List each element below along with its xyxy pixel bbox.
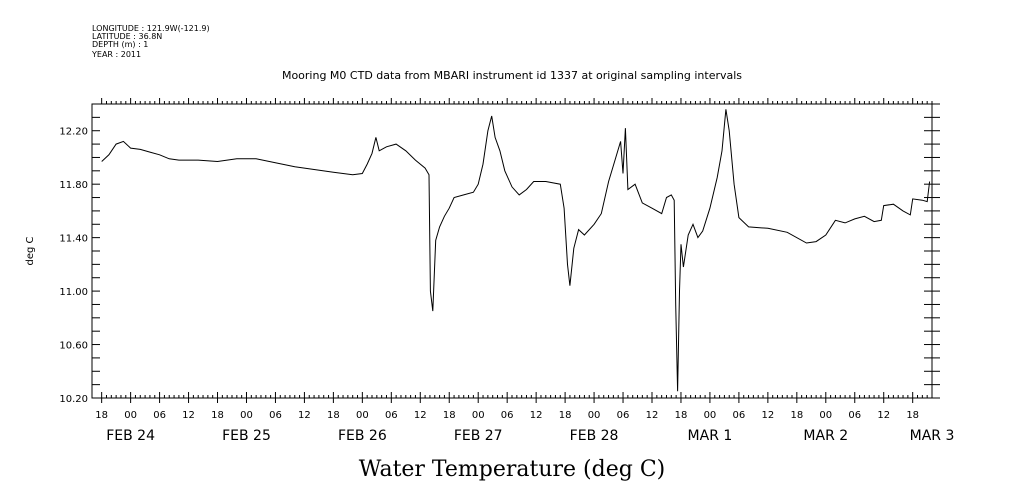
x-hour-label: 00 bbox=[472, 410, 485, 421]
x-hour-label: 06 bbox=[269, 410, 282, 421]
y-axis-tick-labels: 10.20 10.60 11.00 11.40 11.80 12.20 bbox=[59, 127, 88, 405]
x-hour-label: 06 bbox=[848, 410, 861, 421]
y-axis-label: deg C bbox=[25, 236, 36, 265]
x-hour-label: 06 bbox=[153, 410, 166, 421]
x-hour-label: 18 bbox=[559, 410, 572, 421]
x-hour-label: 00 bbox=[124, 410, 137, 421]
x-date-label: MAR 2 bbox=[803, 428, 848, 444]
x-hour-label: 12 bbox=[530, 410, 543, 421]
x-hour-label: 18 bbox=[211, 410, 224, 421]
x-hour-label: 00 bbox=[588, 410, 601, 421]
y-tick-label: 12.20 bbox=[59, 127, 88, 138]
x-axis-title: Water Temperature (deg C) bbox=[359, 457, 666, 482]
y-tick-label: 10.20 bbox=[59, 394, 88, 405]
x-date-label: MAR 1 bbox=[688, 428, 733, 444]
year-label: YEAR : 2011 bbox=[91, 50, 141, 59]
y-tick-label: 10.60 bbox=[59, 341, 88, 352]
x-hour-label: 18 bbox=[675, 410, 688, 421]
x-hour-label: 00 bbox=[704, 410, 717, 421]
x-hour-label: 12 bbox=[414, 410, 427, 421]
x-hour-label: 18 bbox=[443, 410, 456, 421]
y-tick-label: 11.40 bbox=[59, 234, 88, 245]
x-hour-label: 18 bbox=[790, 410, 803, 421]
chart-title: Mooring M0 CTD data from MBARI instrumen… bbox=[282, 69, 742, 82]
x-hour-label: 06 bbox=[385, 410, 398, 421]
x-axis-date-labels: FEB 24 FEB 25 FEB 26 FEB 27 FEB 28 MAR 1 MAR 2… bbox=[106, 428, 954, 444]
x-date-label: FEB 26 bbox=[338, 428, 387, 444]
x-hour-label: 12 bbox=[298, 410, 311, 421]
x-hour-label: 00 bbox=[356, 410, 369, 421]
x-date-label: FEB 27 bbox=[454, 428, 503, 444]
x-hour-label: 12 bbox=[877, 410, 890, 421]
x-date-label: FEB 24 bbox=[106, 428, 155, 444]
y-tick-label: 11.00 bbox=[59, 287, 88, 298]
x-hour-label: 00 bbox=[819, 410, 832, 421]
x-date-label: MAR 3 bbox=[910, 428, 955, 444]
x-hour-label: 06 bbox=[501, 410, 514, 421]
x-hour-label: 00 bbox=[240, 410, 253, 421]
x-date-label: FEB 28 bbox=[570, 428, 619, 444]
x-hour-label: 18 bbox=[95, 410, 108, 421]
x-axis-hour-labels: 18 00 06 12 18 00 06 12 18 00 06 12 18 00 06 12 18 00 06 12… bbox=[95, 410, 919, 421]
x-hour-label: 06 bbox=[733, 410, 746, 421]
x-date-label: FEB 25 bbox=[222, 428, 271, 444]
x-hour-label: 18 bbox=[327, 410, 340, 421]
temperature-series-line bbox=[101, 109, 931, 392]
y-axis-ticks bbox=[92, 103, 940, 399]
longitude-label: LONGITUDE : 121.9W(-121.9) bbox=[92, 24, 210, 33]
x-hour-label: 18 bbox=[906, 410, 919, 421]
latitude-label: LATITUDE : 36.8N bbox=[92, 32, 162, 41]
x-hour-label: 12 bbox=[761, 410, 774, 421]
x-hour-label: 12 bbox=[182, 410, 195, 421]
plot-frame bbox=[91, 103, 933, 399]
x-hour-label: 06 bbox=[617, 410, 630, 421]
x-axis-ticks bbox=[101, 98, 933, 403]
x-hour-label: 12 bbox=[646, 410, 659, 421]
y-tick-label: 11.80 bbox=[59, 180, 88, 191]
depth-label: DEPTH (m) : 1 bbox=[92, 40, 148, 49]
